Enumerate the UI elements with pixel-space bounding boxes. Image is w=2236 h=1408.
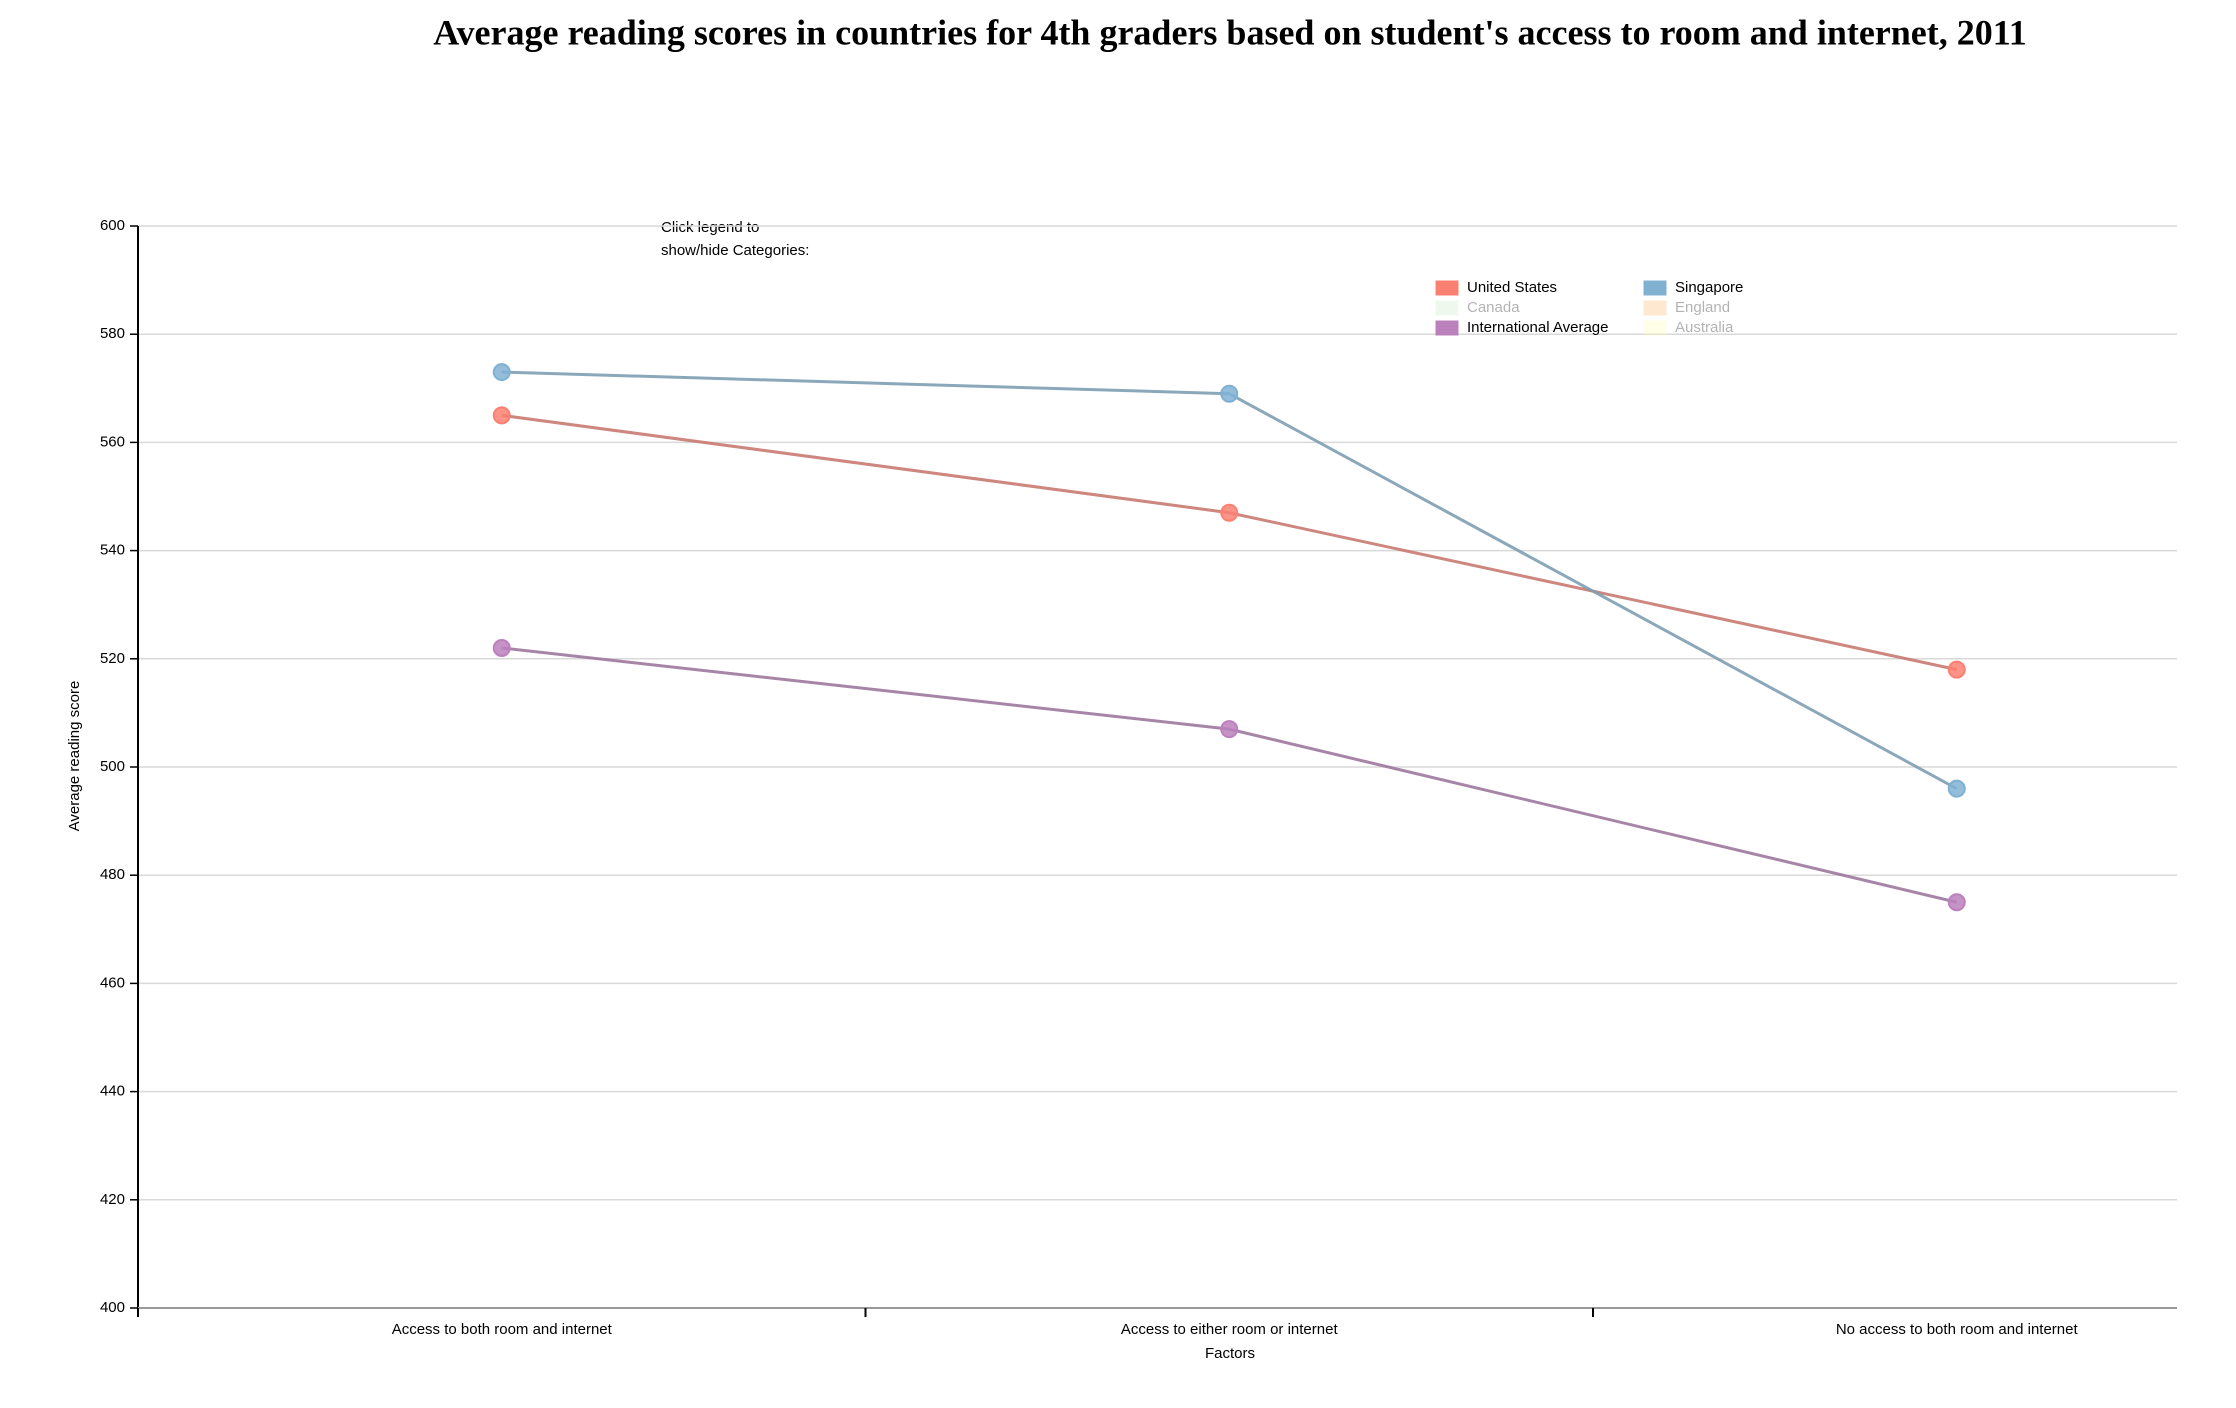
- legend-label: England: [1675, 299, 1730, 316]
- x-tick-label: Access to either room or internet: [1121, 1321, 1339, 1338]
- legend-item[interactable]: United States: [1435, 279, 1557, 296]
- data-point: [1220, 720, 1239, 739]
- legend-label: Canada: [1467, 299, 1520, 316]
- legend-hint: Click legend to: [661, 219, 759, 236]
- legend-swatch: [1643, 320, 1667, 336]
- legend-swatch: [1435, 280, 1459, 296]
- data-point: [1947, 893, 1966, 912]
- legend-item[interactable]: Australia: [1643, 319, 1734, 336]
- legend-item[interactable]: Singapore: [1643, 279, 1743, 296]
- y-tick-label: 440: [100, 1083, 125, 1100]
- data-point: [1947, 660, 1966, 679]
- x-axis-label: Factors: [1205, 1345, 1255, 1362]
- y-tick-label: 480: [100, 866, 125, 883]
- legend-label: International Average: [1467, 319, 1609, 336]
- x-tick-label: No access to both room and internet: [1836, 1321, 2079, 1338]
- legend-swatch: [1643, 280, 1667, 296]
- data-point: [492, 406, 511, 425]
- legend-swatch: [1435, 320, 1459, 336]
- y-tick-label: 460: [100, 974, 125, 991]
- y-tick-label: 600: [100, 217, 125, 234]
- data-point: [492, 638, 511, 657]
- data-point: [1947, 779, 1966, 798]
- y-tick-label: 580: [100, 325, 125, 342]
- series-line: [501, 413, 1958, 672]
- legend-label: United States: [1467, 279, 1557, 296]
- legend-item[interactable]: Canada: [1435, 299, 1520, 316]
- legend-label: Singapore: [1675, 279, 1743, 296]
- y-tick-label: 560: [100, 433, 125, 450]
- legend-swatch: [1643, 300, 1667, 316]
- legend-item[interactable]: England: [1643, 299, 1730, 316]
- legend-hint: show/hide Categories:: [661, 242, 809, 259]
- chart-title: Average reading scores in countries for …: [433, 12, 2027, 52]
- y-tick-label: 540: [100, 542, 125, 559]
- data-point: [1220, 503, 1239, 522]
- y-tick-label: 420: [100, 1191, 125, 1208]
- y-tick-label: 500: [100, 758, 125, 775]
- legend-swatch: [1435, 300, 1459, 316]
- legend-label: Australia: [1675, 319, 1734, 336]
- data-point: [1220, 384, 1239, 403]
- y-axis-label: Average reading score: [66, 681, 83, 832]
- y-tick-label: 520: [100, 650, 125, 667]
- x-tick-label: Access to both room and internet: [392, 1321, 613, 1338]
- legend-item[interactable]: International Average: [1435, 319, 1609, 336]
- data-point: [492, 363, 511, 382]
- y-tick-label: 400: [100, 1299, 125, 1316]
- series-line: [501, 646, 1958, 904]
